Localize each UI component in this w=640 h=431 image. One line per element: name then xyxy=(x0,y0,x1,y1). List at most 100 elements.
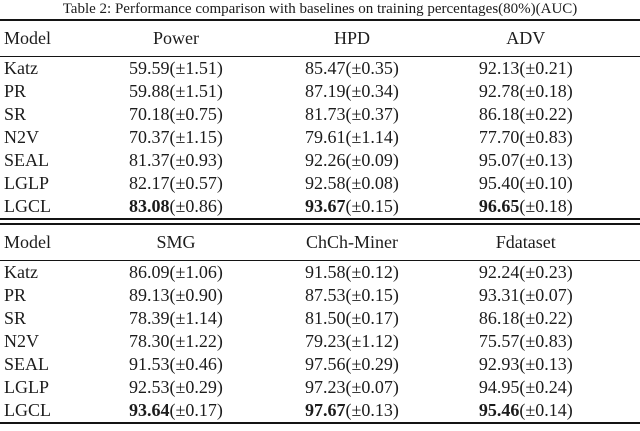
metric-std-dev: (±0.24) xyxy=(519,377,573,397)
metric-std-dev: (±0.23) xyxy=(519,262,573,282)
metric-std-dev: (±1.14) xyxy=(345,127,399,147)
model-name-cell: SEAL xyxy=(4,354,49,374)
metric-cell: 70.37(±1.15) xyxy=(90,126,263,149)
metric-cell: 91.53(±0.46) xyxy=(90,353,263,376)
column-header-chch-miner: ChCh-Miner xyxy=(262,225,442,261)
bottom-rule xyxy=(0,422,640,424)
metric-value: 93.67 xyxy=(305,196,346,216)
table-body-top: Katz 59.59(±1.51) 85.47(±0.35) 92.13(±0.21)… xyxy=(0,57,640,219)
metric-cell: 78.39(±1.14) xyxy=(90,307,263,330)
metric-std-dev: (±0.13) xyxy=(345,400,399,420)
metric-cell: 86.09(±1.06) xyxy=(90,261,263,285)
metric-value: 70.18 xyxy=(129,104,170,124)
metric-value: 95.46 xyxy=(478,400,520,420)
metric-std-dev: (±0.34) xyxy=(345,81,399,101)
table-row: PR 59.88(±1.51) 87.19(±0.34) 92.78(±0.18) xyxy=(0,80,640,103)
metric-cell: 91.58(±0.12) xyxy=(262,261,441,285)
metric-std-dev: (±1.12) xyxy=(345,331,399,351)
metric-value: 92.78 xyxy=(478,81,520,101)
metric-value: 79.23 xyxy=(305,331,346,351)
metric-value: 82.17 xyxy=(129,173,170,193)
metric-cell: 96.65(±0.18) xyxy=(442,195,640,218)
metric-std-dev: (±0.15) xyxy=(345,285,399,305)
metric-cell: 70.18(±0.75) xyxy=(90,103,263,126)
metric-std-dev: (±0.21) xyxy=(519,58,573,78)
column-header-smg: SMG xyxy=(89,225,263,261)
metric-value: 81.37 xyxy=(129,150,170,170)
metric-std-dev: (±0.83) xyxy=(519,127,573,147)
metric-value: 92.13 xyxy=(478,58,520,78)
metric-cell: 92.13(±0.21) xyxy=(442,57,640,81)
model-name-cell: LGCL xyxy=(4,196,51,216)
metric-value: 86.09 xyxy=(129,262,170,282)
metric-value: 79.61 xyxy=(305,127,346,147)
metric-value: 92.93 xyxy=(478,354,520,374)
metric-cell: 75.57(±0.83) xyxy=(442,330,640,353)
metric-cell: 81.73(±0.37) xyxy=(262,103,441,126)
metric-value: 95.07 xyxy=(478,150,520,170)
metric-value: 97.56 xyxy=(305,354,346,374)
model-name-cell: N2V xyxy=(4,127,39,147)
metric-value: 89.13 xyxy=(129,285,170,305)
model-name-cell: LGLP xyxy=(4,173,49,193)
model-name-cell: LGCL xyxy=(4,400,51,420)
metric-cell: 94.95(±0.24) xyxy=(442,376,640,399)
model-name-cell: SR xyxy=(4,104,27,124)
metric-std-dev: (±0.93) xyxy=(169,150,223,170)
metric-std-dev: (±0.10) xyxy=(519,173,573,193)
metric-cell: 59.88(±1.51) xyxy=(90,80,263,103)
column-header-hpd: HPD xyxy=(262,21,442,57)
metric-value: 97.23 xyxy=(305,377,346,397)
model-name-cell: SR xyxy=(4,308,27,328)
table-row: PR 89.13(±0.90) 87.53(±0.15) 93.31(±0.07) xyxy=(0,284,640,307)
metric-std-dev: (±0.08) xyxy=(345,173,399,193)
metric-value: 81.50 xyxy=(305,308,346,328)
table-row: LGLP 92.53(±0.29) 97.23(±0.07) 94.95(±0.24) xyxy=(0,376,640,399)
metric-std-dev: (±0.15) xyxy=(345,196,399,216)
metric-value: 78.30 xyxy=(129,331,170,351)
metric-cell: 79.23(±1.12) xyxy=(262,330,441,353)
table-row: SEAL 91.53(±0.46) 97.56(±0.29) 92.93(±0.13) xyxy=(0,353,640,376)
results-table-top: Model Power HPD ADV Katz 59.59(±1.51) 85.4… xyxy=(0,21,640,218)
section-divider-double-rule xyxy=(0,218,640,225)
metric-value: 77.70 xyxy=(478,127,520,147)
model-name-cell: SEAL xyxy=(4,150,49,170)
metric-std-dev: (±0.29) xyxy=(345,354,399,374)
metric-cell: 95.40(±0.10) xyxy=(442,172,640,195)
metric-std-dev: (±0.83) xyxy=(519,331,573,351)
metric-std-dev: (±0.35) xyxy=(345,58,399,78)
metric-value: 91.53 xyxy=(129,354,170,374)
table-row: SR 78.39(±1.14) 81.50(±0.17) 86.18(±0.22) xyxy=(0,307,640,330)
metric-cell: 92.58(±0.08) xyxy=(262,172,441,195)
metric-std-dev: (±0.46) xyxy=(169,354,223,374)
metric-std-dev: (±1.51) xyxy=(169,58,223,78)
metric-cell: 97.23(±0.07) xyxy=(262,376,441,399)
metric-value: 87.19 xyxy=(305,81,346,101)
metric-std-dev: (±0.13) xyxy=(519,354,573,374)
model-name-cell: Katz xyxy=(4,262,38,282)
metric-value: 86.18 xyxy=(478,308,520,328)
metric-std-dev: (±0.18) xyxy=(519,81,573,101)
metric-value: 87.53 xyxy=(305,285,346,305)
model-name-cell: PR xyxy=(4,81,27,101)
model-name-cell: PR xyxy=(4,285,27,305)
metric-std-dev: (±0.07) xyxy=(519,285,573,305)
metric-cell: 79.61(±1.14) xyxy=(262,126,441,149)
metric-cell: 93.31(±0.07) xyxy=(442,284,640,307)
metric-std-dev: (±0.17) xyxy=(345,308,399,328)
model-name-cell: N2V xyxy=(4,331,39,351)
metric-cell: 81.37(±0.93) xyxy=(90,149,263,172)
metric-std-dev: (±1.06) xyxy=(169,262,223,282)
top-rule xyxy=(0,19,640,21)
metric-value: 86.18 xyxy=(478,104,520,124)
metric-std-dev: (±0.22) xyxy=(519,104,573,124)
column-header-model: Model xyxy=(0,225,90,261)
metric-cell: 92.53(±0.29) xyxy=(90,376,263,399)
metric-cell: 97.56(±0.29) xyxy=(262,353,441,376)
metric-value: 83.08 xyxy=(129,196,170,216)
table-row: Katz 86.09(±1.06) 91.58(±0.12) 92.24(±0.23) xyxy=(0,261,640,285)
metric-value: 95.40 xyxy=(478,173,520,193)
metric-std-dev: (±0.37) xyxy=(345,104,399,124)
metric-std-dev: (±0.17) xyxy=(169,400,223,420)
metric-value: 81.73 xyxy=(305,104,346,124)
